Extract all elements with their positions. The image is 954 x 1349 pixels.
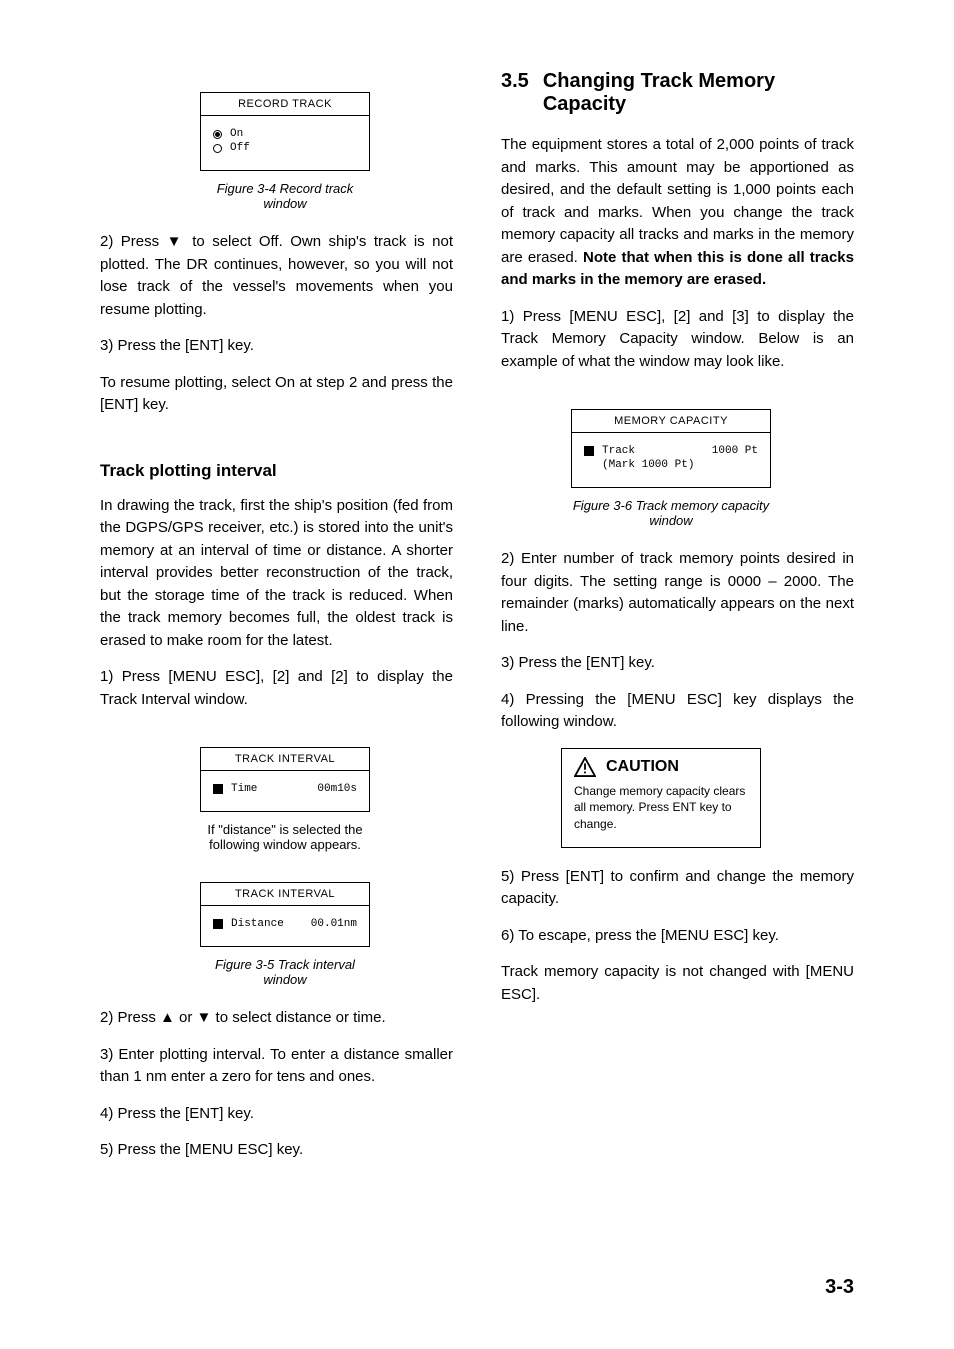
memory-capacity-caption: Figure 3-6 Track memory capacity window [571, 498, 771, 528]
track-interval-heading: Track plotting interval [100, 461, 453, 481]
warning-icon [574, 757, 596, 777]
memory-intro: The equipment stores a total of 2,000 po… [501, 134, 854, 292]
panel-body: Distance 00.01nm [201, 906, 369, 946]
option-time-label: Time [231, 783, 257, 795]
record-track-caption: Figure 3-4 Record track window [200, 181, 370, 211]
step-2-off: 2) Press ▼ to select Off. Own ship's tra… [100, 231, 453, 321]
radio-on-icon [213, 130, 222, 139]
section-heading: 3.5 Changing Track Memory Capacity [501, 70, 854, 116]
panel-head: TRACK INTERVAL [201, 883, 369, 906]
memory-step6a: 6) To escape, press the [MENU ESC] key. [501, 925, 854, 948]
option-track-label: Track [602, 445, 635, 457]
option-time: Time 00m10s [213, 783, 357, 795]
panel-body: Track 1000 Pt (Mark 1000 Pt) [572, 433, 770, 487]
panel-head: TRACK INTERVAL [201, 748, 369, 771]
option-distance: Distance 00.01nm [213, 918, 357, 930]
option-off: Off [213, 142, 357, 154]
option-track: Track 1000 Pt [584, 445, 758, 457]
caution-box: CAUTION Change memory capacity clears al… [561, 748, 761, 848]
option-on-label: On [230, 128, 243, 140]
panel-body: On Off [201, 116, 369, 170]
memory-step6b: Track memory capacity is not changed wit… [501, 961, 854, 1006]
caution-head-text: CAUTION [606, 758, 679, 776]
interval-step4: 4) Press the [ENT] key. [100, 1103, 453, 1126]
option-distance-label: Distance [231, 918, 284, 930]
option-distance-value: 00.01nm [311, 918, 357, 930]
record-track-panel: RECORD TRACK On Off [200, 92, 370, 171]
interval-intro: In drawing the track, first the ship's p… [100, 495, 453, 653]
panel-body: Time 00m10s [201, 771, 369, 811]
memory-step4: 4) Pressing the [MENU ESC] key displays … [501, 689, 854, 734]
option-track-value: 1000 Pt [712, 445, 758, 457]
option-mark: (Mark 1000 Pt) [584, 459, 758, 471]
option-on: On [213, 128, 357, 140]
section-title: Changing Track Memory Capacity [543, 70, 854, 116]
cursor-icon [213, 919, 223, 929]
memory-step3: 3) Press the [ENT] key. [501, 652, 854, 675]
cursor-icon [213, 784, 223, 794]
interval-step1: 1) Press [MENU ESC], [2] and [2] to disp… [100, 666, 453, 711]
memory-step2: 2) Enter number of track memory points d… [501, 548, 854, 638]
interval-step3: 3) Enter plotting interval. To enter a d… [100, 1044, 453, 1089]
option-time-value: 00m10s [317, 783, 357, 795]
memory-step1: 1) Press [MENU ESC], [2] and [3] to disp… [501, 306, 854, 374]
track-interval-distance-panel: TRACK INTERVAL Distance 00.01nm [200, 882, 370, 947]
memory-capacity-panel: MEMORY CAPACITY Track 1000 Pt (Mark 1000… [571, 409, 771, 488]
section-number: 3.5 [501, 70, 529, 116]
interval-step5: 5) Press the [MENU ESC] key. [100, 1139, 453, 1162]
option-off-label: Off [230, 142, 250, 154]
cursor-icon [584, 446, 594, 456]
note-resume: To resume plotting, select On at step 2 … [100, 372, 453, 417]
track-dist-caption: Figure 3-5 Track interval window [200, 957, 370, 987]
panel-head: RECORD TRACK [201, 93, 369, 116]
track-time-caption: If "distance" is selected the following … [200, 822, 370, 852]
panel-head: MEMORY CAPACITY [572, 410, 770, 433]
caution-head: CAUTION [574, 757, 748, 777]
caution-body: Change memory capacity clears all memory… [574, 783, 748, 833]
option-mark-line: (Mark 1000 Pt) [602, 459, 694, 471]
track-interval-time-panel: TRACK INTERVAL Time 00m10s [200, 747, 370, 812]
page-number: 3-3 [825, 1276, 854, 1299]
radio-off-icon [213, 144, 222, 153]
step-3-ent: 3) Press the [ENT] key. [100, 335, 453, 358]
memory-intro-text: The equipment stores a total of 2,000 po… [501, 136, 854, 266]
interval-step2: 2) Press ▲ or ▼ to select distance or ti… [100, 1007, 453, 1030]
memory-step5: 5) Press [ENT] to confirm and change the… [501, 866, 854, 911]
